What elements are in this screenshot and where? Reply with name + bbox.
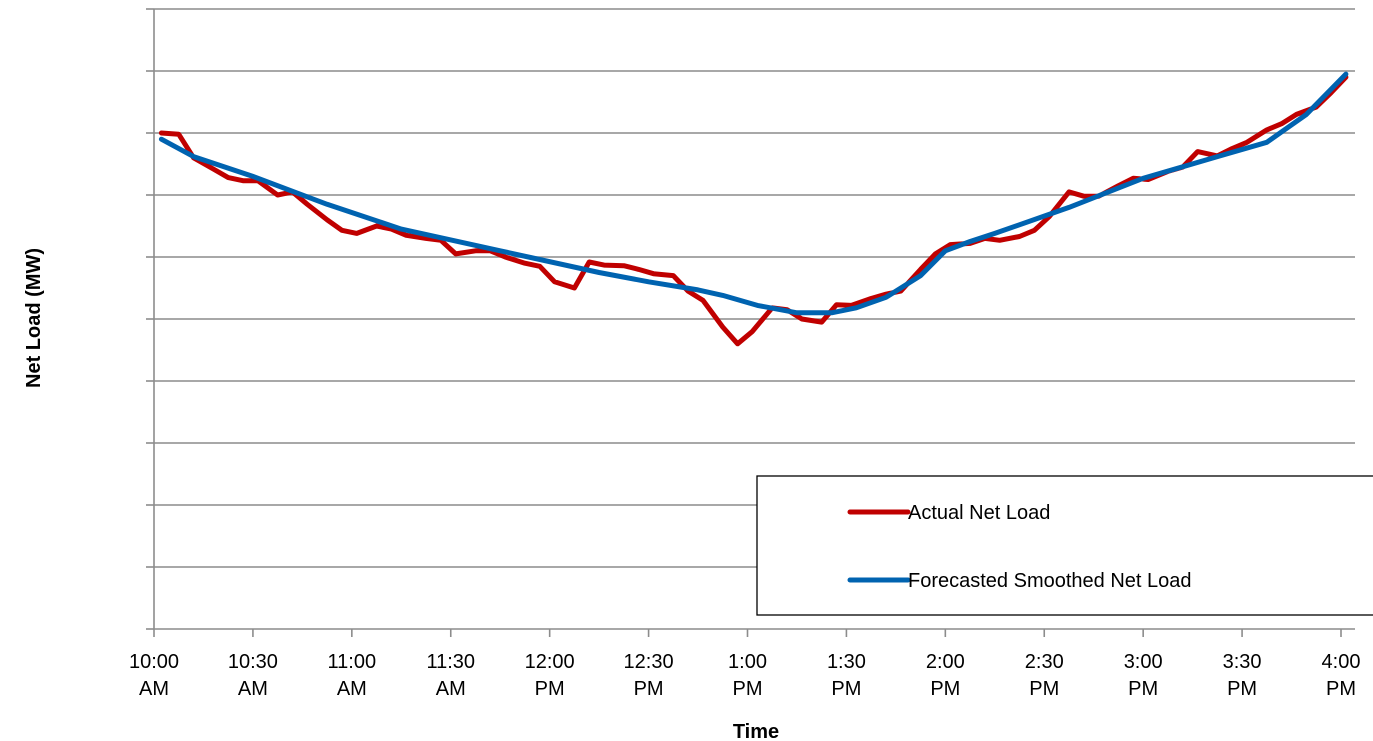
y-axis-title: Net Load (MW) bbox=[23, 248, 45, 388]
x-tick-label-period: PM bbox=[634, 678, 664, 700]
x-tick-label-period: AM bbox=[238, 678, 268, 700]
x-tick-label-period: PM bbox=[930, 678, 960, 700]
x-tick-label-time: 2:00 bbox=[926, 651, 965, 673]
x-tick-label: 12:00 PM bbox=[525, 651, 575, 700]
x-tick-label: 3:00 PM bbox=[1124, 651, 1163, 700]
x-tick-label-time: 12:00 bbox=[525, 651, 575, 673]
x-tick-label-period: AM bbox=[436, 678, 466, 700]
x-tick-label: 10:30 AM bbox=[228, 651, 278, 700]
x-axis-title: Time bbox=[733, 721, 779, 741]
x-tick-label-period: PM bbox=[1029, 678, 1059, 700]
x-tick-label-time: 11:00 bbox=[328, 651, 377, 673]
x-tick-label-period: AM bbox=[337, 678, 367, 700]
x-tick-label-period: PM bbox=[1326, 678, 1356, 700]
x-tick-label: 3:30 PM bbox=[1223, 651, 1262, 700]
x-tick-label-time: 3:00 bbox=[1124, 651, 1163, 673]
x-tick-label: 10:00 AM bbox=[129, 651, 179, 700]
x-tick-label: 1:00 PM bbox=[728, 651, 767, 700]
gridlines bbox=[154, 8, 1355, 568]
x-tick-label-time: 12:30 bbox=[624, 651, 674, 673]
x-tick-label: 4:00 PM bbox=[1322, 651, 1361, 700]
x-tick-label: 1:30 PM bbox=[827, 651, 866, 700]
series-lines bbox=[158, 71, 1349, 347]
x-tick-label: 11:00 AM bbox=[328, 651, 377, 700]
x-tick-label-time: 11:30 bbox=[426, 651, 475, 673]
series-line-forecast bbox=[158, 71, 1349, 316]
x-tick-label-period: PM bbox=[1128, 678, 1158, 700]
x-tick-label-time: 10:30 bbox=[228, 651, 278, 673]
x-tick-label-time: 3:30 bbox=[1223, 651, 1262, 673]
legend: Actual Net Load Forecasted Smoothed Net … bbox=[756, 475, 1373, 616]
x-tick-label-period: PM bbox=[1227, 678, 1257, 700]
x-tick-label-period: AM bbox=[139, 678, 169, 700]
legend-box bbox=[756, 475, 1373, 616]
x-tick-label: 12:30 PM bbox=[624, 651, 674, 700]
x-tick-label: 2:00 PM bbox=[926, 651, 965, 700]
legend-label-actual: Actual Net Load bbox=[908, 502, 1050, 524]
x-tick-label-time: 1:30 bbox=[827, 651, 866, 673]
x-tick-label-period: PM bbox=[831, 678, 861, 700]
x-tick-label-time: 10:00 bbox=[129, 651, 179, 673]
axes bbox=[146, 8, 1355, 637]
x-tick-label-time: 4:00 bbox=[1322, 651, 1361, 673]
x-tick-label: 2:30 PM bbox=[1025, 651, 1064, 700]
x-tick-label-period: PM bbox=[535, 678, 565, 700]
legend-label-forecast: Forecasted Smoothed Net Load bbox=[908, 570, 1192, 592]
x-tick-label-time: 1:00 bbox=[728, 651, 767, 673]
series-line-actual bbox=[158, 74, 1349, 347]
x-tick-label-period: PM bbox=[733, 678, 763, 700]
x-tick-label: 11:30 AM bbox=[426, 651, 475, 700]
x-tick-label-time: 2:30 bbox=[1025, 651, 1064, 673]
